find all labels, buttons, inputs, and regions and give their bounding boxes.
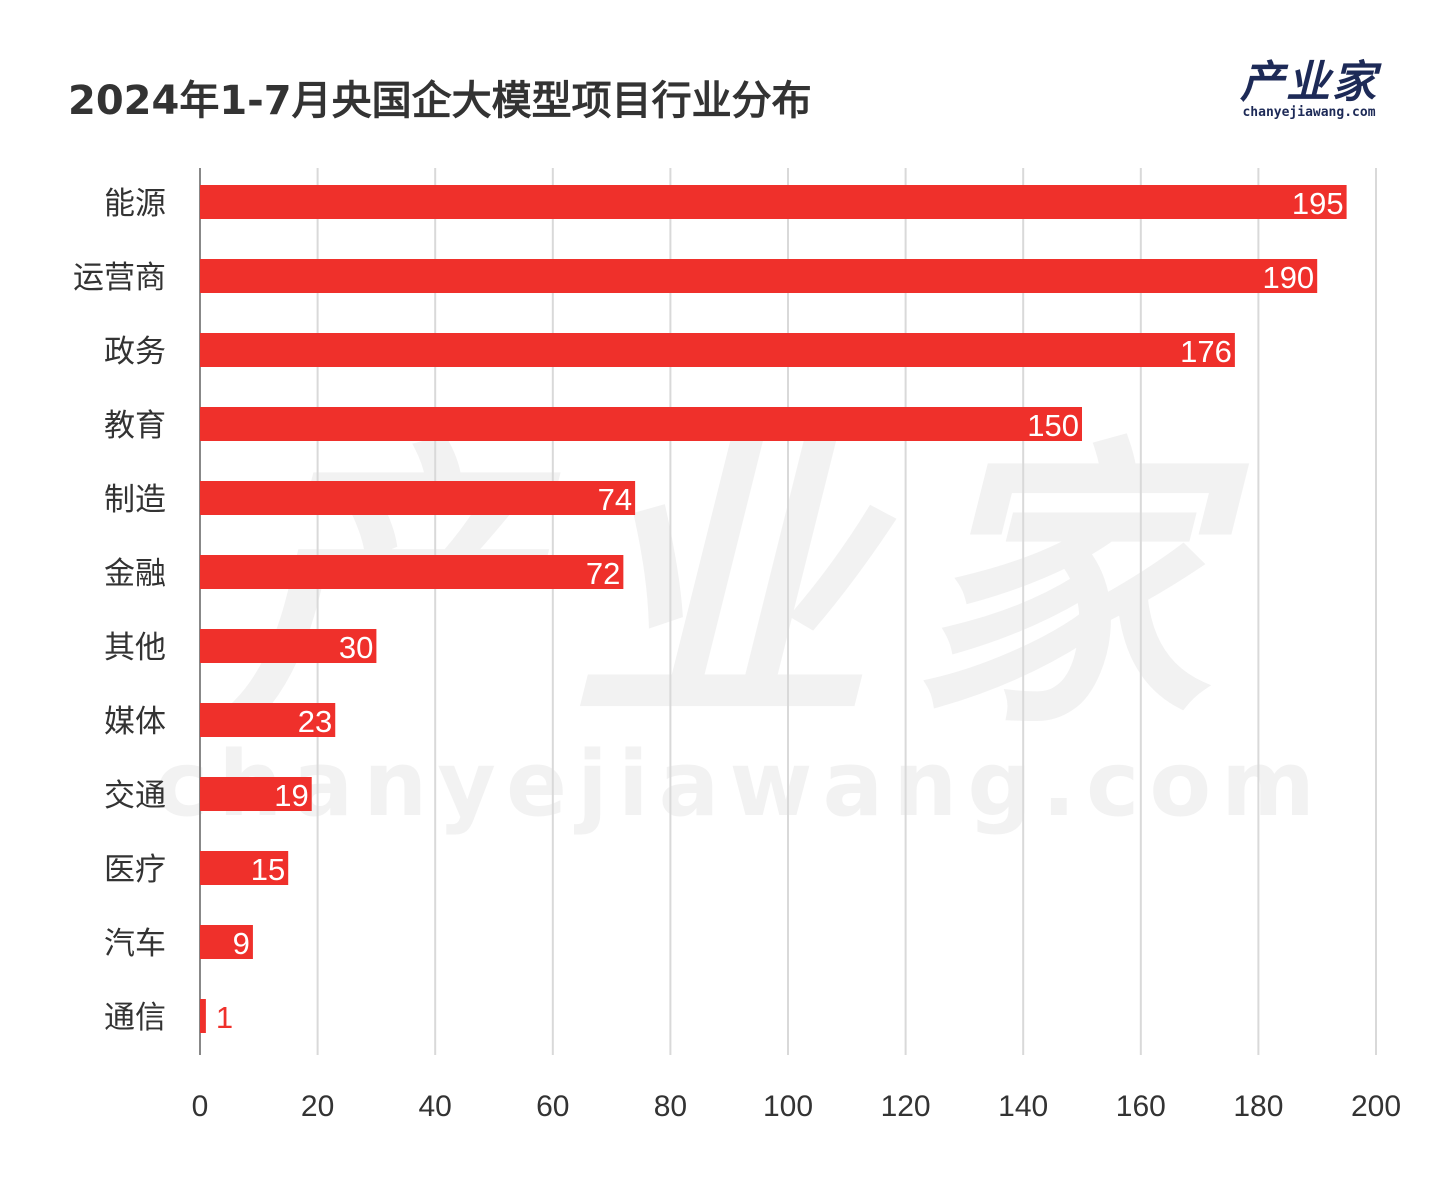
x-tick-label: 0 bbox=[192, 1090, 209, 1123]
data-label: 72 bbox=[586, 556, 620, 591]
x-tick-label: 100 bbox=[763, 1090, 813, 1123]
bar bbox=[200, 259, 1318, 293]
bar bbox=[200, 703, 336, 737]
chart-title: 2024年1-7月央国企大模型项目行业分布 bbox=[68, 78, 812, 124]
x-tick-label: 200 bbox=[1351, 1090, 1401, 1123]
y-tick-label: 通信 bbox=[104, 1000, 166, 1036]
data-label: 150 bbox=[1027, 408, 1079, 443]
bar bbox=[200, 629, 377, 663]
data-label: 190 bbox=[1262, 260, 1314, 295]
y-tick-label: 医疗 bbox=[104, 852, 166, 888]
bar bbox=[200, 851, 289, 885]
bar bbox=[200, 777, 312, 811]
data-label: 30 bbox=[339, 630, 373, 665]
data-label: 176 bbox=[1180, 334, 1232, 369]
y-tick-label: 其他 bbox=[104, 630, 166, 666]
bar bbox=[200, 185, 1347, 219]
data-label: 195 bbox=[1292, 186, 1344, 221]
bar bbox=[200, 407, 1082, 441]
x-tick-label: 160 bbox=[1116, 1090, 1166, 1123]
y-tick-label: 金融 bbox=[104, 556, 166, 592]
x-tick-label: 60 bbox=[536, 1090, 569, 1123]
bar bbox=[200, 925, 253, 959]
y-tick-label: 汽车 bbox=[104, 926, 166, 962]
bar bbox=[200, 333, 1235, 367]
bar bbox=[200, 481, 636, 515]
bar bbox=[200, 555, 624, 589]
x-tick-label: 20 bbox=[301, 1090, 334, 1123]
x-tick-label: 80 bbox=[654, 1090, 687, 1123]
y-tick-label: 交通 bbox=[104, 778, 166, 814]
y-tick-label: 教育 bbox=[104, 408, 166, 444]
data-label: 9 bbox=[233, 926, 250, 961]
x-tick-label: 40 bbox=[419, 1090, 452, 1123]
data-label: 74 bbox=[598, 482, 632, 517]
data-label: 19 bbox=[274, 778, 308, 813]
brand-logo: 产业家 chanyejiawang.com bbox=[1240, 57, 1378, 120]
data-label: 1 bbox=[216, 1000, 233, 1035]
y-tick-label: 能源 bbox=[104, 186, 166, 222]
bar bbox=[200, 999, 206, 1033]
x-tick-label: 180 bbox=[1233, 1090, 1283, 1123]
y-tick-label: 制造 bbox=[104, 482, 166, 518]
y-tick-label: 政务 bbox=[104, 334, 166, 370]
y-tick-label: 运营商 bbox=[73, 260, 166, 296]
data-label: 23 bbox=[298, 704, 332, 739]
data-label: 15 bbox=[251, 852, 285, 887]
y-tick-label: 媒体 bbox=[104, 704, 166, 740]
x-tick-label: 120 bbox=[881, 1090, 931, 1123]
x-tick-label: 140 bbox=[998, 1090, 1048, 1123]
